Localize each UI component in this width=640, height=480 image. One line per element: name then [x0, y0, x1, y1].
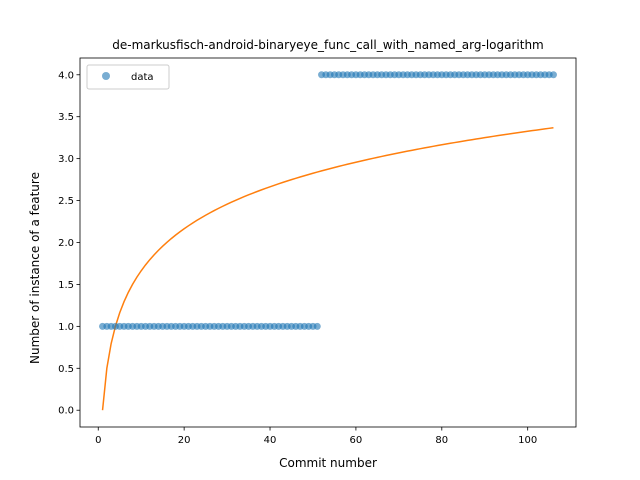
- y-tick-label: 1.0: [58, 322, 74, 333]
- y-tick-label: 3.0: [58, 154, 74, 165]
- y-tick-label: 0.5: [58, 364, 74, 375]
- x-axis-label: Commit number: [279, 456, 377, 470]
- legend: data: [86, 64, 170, 90]
- y-tick-label: 1.5: [58, 280, 74, 291]
- plot-area: 0 20 40 60 80 100 0.0 0.5 1.0 1.5 2.0 2.5 3.0 3.5 4.0: [58, 57, 577, 446]
- x-tick-label: 100: [518, 435, 537, 446]
- legend-label: data: [131, 72, 154, 83]
- chart-title: de-markusfisch-android-binaryeye_func_ca…: [112, 38, 543, 52]
- y-tick-label: 2.5: [58, 196, 74, 207]
- legend-box: [86, 64, 170, 90]
- y-axis-label: Number of instance of a feature: [28, 172, 42, 364]
- y-tick-label: 4.0: [58, 70, 74, 81]
- x-tick-label: 0: [95, 435, 101, 446]
- data-point: [549, 71, 557, 79]
- y-tick-label: 3.5: [58, 112, 74, 123]
- fit-line: [101, 126, 554, 411]
- x-tick-label: 20: [178, 435, 191, 446]
- y-tick-label: 2.0: [58, 238, 74, 249]
- x-tick-label: 60: [350, 435, 363, 446]
- y-tick-label: 0.0: [58, 406, 74, 417]
- legend-marker: [102, 72, 110, 80]
- data-point: [313, 322, 321, 330]
- x-tick-label: 40: [264, 435, 277, 446]
- x-tick-label: 80: [435, 435, 448, 446]
